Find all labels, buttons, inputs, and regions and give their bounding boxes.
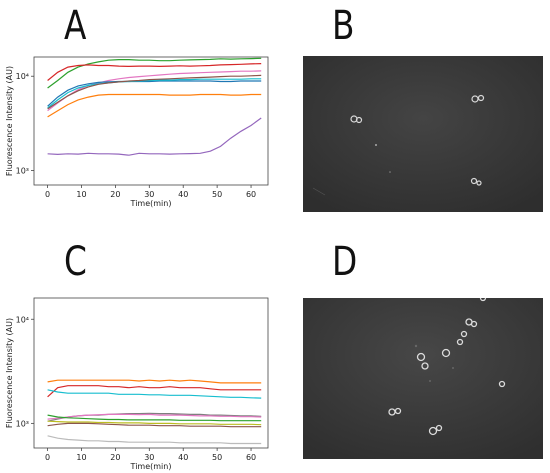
series-line xyxy=(47,414,262,422)
series-line xyxy=(47,389,262,399)
panel-label-a: A xyxy=(64,3,87,49)
x-tick-label: 60 xyxy=(246,190,256,199)
chart-a: 0 10 20 30 40 50 60 10³ 10⁴ Time(min) Fluorescence… xyxy=(5,56,269,208)
x-tick-label: 40 xyxy=(178,453,188,462)
y-axis-label: Fluorescence Intensity (AU) xyxy=(5,66,14,176)
micrograph-d xyxy=(303,298,543,459)
y-tick-label: 10⁴ xyxy=(16,315,29,324)
x-tick-label: 0 xyxy=(45,453,50,462)
x-axis-label: Time(min) xyxy=(130,199,172,208)
y-tick-label: 10³ xyxy=(16,166,29,175)
x-tick-label: 10 xyxy=(76,190,86,199)
series-line xyxy=(47,63,262,81)
x-tick-label: 20 xyxy=(110,190,120,199)
series-line xyxy=(47,420,262,426)
series-line xyxy=(47,93,262,118)
x-tick-label: 40 xyxy=(178,190,188,199)
series-line xyxy=(47,74,262,110)
x-tick-label: 50 xyxy=(212,190,222,199)
panel-label-c: C xyxy=(64,239,87,285)
y-tick-label: 10⁴ xyxy=(16,72,29,81)
series-line xyxy=(47,435,262,445)
series-line xyxy=(47,70,262,112)
x-tick-label: 30 xyxy=(144,453,154,462)
panel-label-d: D xyxy=(332,239,358,285)
chart-c: 0 10 20 30 40 50 60 10³ 10⁴ Time(min) Fluorescence… xyxy=(5,297,269,471)
series-line xyxy=(47,385,262,398)
y-axis-label: Fluorescence Intensity (AU) xyxy=(5,318,14,428)
y-tick-label: 10³ xyxy=(16,419,29,428)
micrograph-b xyxy=(303,56,543,212)
plot-frame xyxy=(33,56,269,186)
series-line xyxy=(47,80,262,107)
series-line xyxy=(47,422,262,428)
micrograph-d-cells xyxy=(303,298,543,459)
x-tick-label: 30 xyxy=(144,190,154,199)
x-tick-label: 10 xyxy=(76,453,86,462)
series-line xyxy=(47,117,262,156)
x-tick-label: 20 xyxy=(110,453,120,462)
x-axis-label: Time(min) xyxy=(130,462,172,471)
series-line xyxy=(47,78,262,109)
micrograph-b-cells xyxy=(303,56,543,212)
x-tick-label: 50 xyxy=(212,453,222,462)
series-line xyxy=(47,413,262,420)
x-tick-label: 0 xyxy=(45,190,50,199)
x-tick-label: 60 xyxy=(246,453,256,462)
panel-label-b: B xyxy=(332,3,355,49)
series-line xyxy=(47,379,262,384)
